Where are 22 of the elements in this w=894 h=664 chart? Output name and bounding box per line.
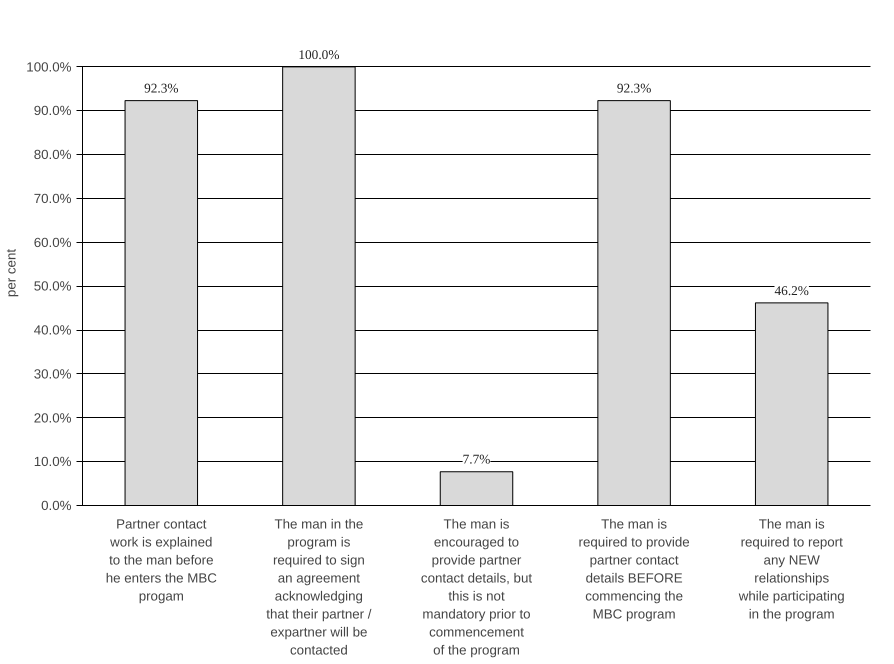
y-tick-label: 100.0% bbox=[26, 59, 72, 74]
x-tick-label: Partner contact work is explained to the man before he enters the MBC progam bbox=[106, 516, 218, 604]
y-tick-label: 50.0% bbox=[34, 278, 72, 294]
data-label: 7.7% bbox=[462, 452, 490, 467]
y-axis-title: per cent bbox=[3, 248, 18, 298]
y-tick-label: 80.0% bbox=[34, 147, 72, 162]
x-tick-label: The man is required to provide partner contact details BEFORE commencing the MBC program bbox=[578, 516, 690, 622]
y-tick-label: 70.0% bbox=[34, 190, 72, 206]
y-tick-label: 20.0% bbox=[34, 410, 72, 426]
y-tick-label: 40.0% bbox=[34, 322, 72, 338]
data-label: 92.3% bbox=[616, 80, 652, 96]
y-tick-label: 90.0% bbox=[34, 103, 72, 118]
data-label: 46.2% bbox=[774, 282, 809, 298]
x-tick-label: The man in the program is required to sign an agreement acknowledging that their partner / expartner will be contacted bbox=[266, 516, 372, 658]
data-label: 100.0% bbox=[298, 46, 340, 62]
x-tick-label: The man is required to report any NEW relationships while participating in the program bbox=[738, 516, 845, 622]
y-tick-label: 30.0% bbox=[34, 366, 72, 382]
y-tick-label: 10.0% bbox=[34, 454, 72, 470]
y-tick-label: 60.0% bbox=[34, 234, 72, 250]
data-label: 92.3% bbox=[144, 80, 179, 96]
x-tick-label: The man is encouraged to provide partner contact details, but this is not mandatory prior to commencement of the program bbox=[420, 516, 532, 658]
y-tick-label: 0.0% bbox=[41, 498, 72, 513]
